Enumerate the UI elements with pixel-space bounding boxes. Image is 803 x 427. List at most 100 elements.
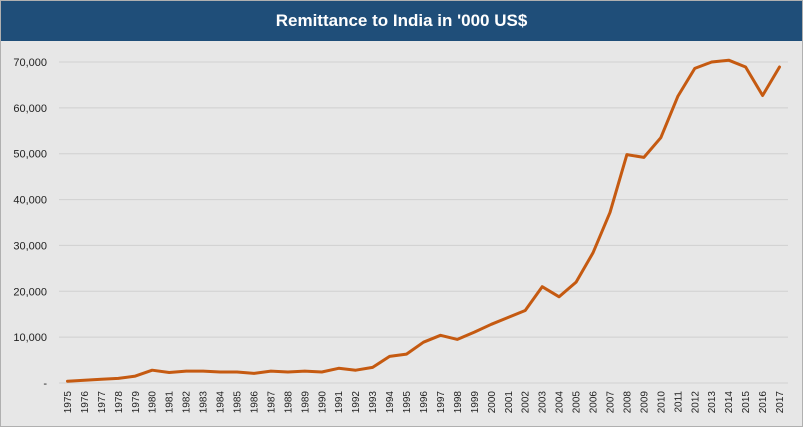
x-tick-label: 1988	[283, 391, 294, 414]
data-point	[676, 95, 680, 98]
data-point	[490, 323, 493, 326]
gridlines	[59, 61, 788, 384]
x-tick-label: 1999	[470, 391, 481, 414]
data-point	[727, 58, 730, 62]
x-tick-label: 2007	[605, 391, 616, 414]
y-tick-label: 20,000	[13, 286, 47, 298]
x-tick-label: 2005	[572, 391, 583, 414]
data-point	[201, 369, 205, 373]
x-tick-label: 2011	[673, 391, 684, 413]
data-point	[134, 374, 137, 378]
data-point	[303, 369, 307, 373]
x-tick-label: 1980	[148, 391, 159, 414]
data-point	[405, 352, 408, 356]
x-tick-label: 2006	[589, 391, 600, 414]
data-point	[710, 60, 713, 64]
x-tick-label: 1986	[249, 391, 260, 414]
data-point	[744, 65, 747, 69]
x-tick-label: 1976	[80, 391, 91, 414]
data-point	[659, 136, 663, 139]
x-tick-label: 1991	[334, 391, 345, 414]
data-point	[507, 316, 510, 319]
data-point	[218, 370, 222, 374]
x-tick-label: 1996	[419, 391, 430, 414]
x-tick-label: 2004	[555, 391, 566, 414]
x-tick-label: 2015	[741, 391, 752, 414]
data-point	[761, 94, 764, 97]
data-point	[371, 366, 374, 369]
data-point	[473, 330, 476, 334]
data-point	[456, 338, 459, 341]
x-tick-label: 1983	[199, 391, 210, 414]
data-point	[83, 379, 86, 382]
chart-title-bar: Remittance to India in '000 US$	[1, 1, 802, 41]
x-tick-label: 1981	[165, 391, 176, 414]
x-tick-label: 2001	[504, 391, 515, 414]
data-point	[337, 367, 340, 370]
data-point	[151, 368, 154, 372]
x-tick-label: 1984	[216, 391, 227, 414]
x-tick-label: 2017	[775, 391, 786, 414]
x-tick-label: 2003	[538, 391, 549, 414]
chart-title: Remittance to India in '000 US$	[275, 11, 528, 30]
x-tick-label: 1998	[453, 391, 464, 414]
y-tick-label: -	[43, 378, 47, 390]
x-tick-label: 1978	[114, 391, 125, 414]
data-point	[574, 280, 578, 284]
x-tick-label: 2009	[639, 391, 650, 414]
x-tick-label: 1987	[266, 391, 277, 414]
x-tick-label: 2014	[724, 391, 735, 414]
y-tick-label: 70,000	[13, 57, 47, 69]
x-tick-label: 1975	[63, 391, 74, 414]
series-layer	[66, 58, 781, 383]
x-axis-ticks: 1975 1976 1977 1978 1979 1980 1981 1982 1983 1984…	[63, 391, 786, 414]
x-tick-label: 1995	[402, 391, 413, 414]
data-point	[557, 295, 561, 298]
line-chart-plot: - 10,000 20,000 30,000 40,000 50,000 60,000 70,…	[13, 57, 788, 414]
x-tick-label: 1985	[233, 391, 244, 414]
x-tick-label: 2008	[622, 391, 633, 414]
x-tick-label: 1979	[131, 391, 142, 414]
x-tick-label: 2012	[690, 391, 701, 414]
x-tick-label: 1994	[385, 391, 396, 414]
x-tick-label: 2002	[521, 391, 532, 414]
x-tick-label: 1993	[368, 391, 379, 414]
data-point	[642, 156, 646, 159]
x-tick-label: 1992	[351, 391, 362, 414]
y-tick-label: 60,000	[13, 103, 47, 115]
data-point	[354, 368, 357, 372]
x-tick-label: 1989	[300, 391, 311, 414]
y-tick-label: 50,000	[13, 149, 47, 161]
data-point	[320, 370, 323, 374]
x-tick-label: 2016	[758, 391, 769, 414]
data-point	[167, 371, 171, 374]
y-tick-label: 40,000	[13, 195, 47, 207]
data-point	[269, 369, 273, 373]
y-axis-ticks: - 10,000 20,000 30,000 40,000 50,000 60,000 70,…	[13, 57, 47, 390]
x-tick-label: 1997	[436, 391, 447, 414]
data-point	[100, 378, 103, 381]
y-tick-label: 30,000	[13, 240, 47, 252]
data-point	[608, 211, 612, 214]
data-point	[117, 377, 120, 380]
data-point	[252, 372, 256, 375]
data-point	[540, 285, 544, 288]
x-tick-label: 1982	[182, 391, 193, 414]
data-point	[591, 251, 595, 254]
x-tick-label: 2000	[487, 391, 498, 414]
data-point	[66, 379, 69, 383]
data-point	[778, 65, 781, 69]
data-point	[184, 369, 188, 373]
x-tick-label: 1990	[317, 391, 328, 414]
data-point	[286, 370, 290, 374]
data-point	[693, 67, 696, 70]
data-point	[388, 355, 391, 358]
data-point	[524, 309, 527, 312]
data-point	[235, 370, 239, 374]
x-tick-label: 1977	[97, 391, 108, 414]
data-point	[422, 340, 425, 344]
data-point	[439, 334, 442, 337]
y-tick-label: 10,000	[13, 332, 47, 344]
x-tick-label: 2010	[656, 391, 667, 414]
